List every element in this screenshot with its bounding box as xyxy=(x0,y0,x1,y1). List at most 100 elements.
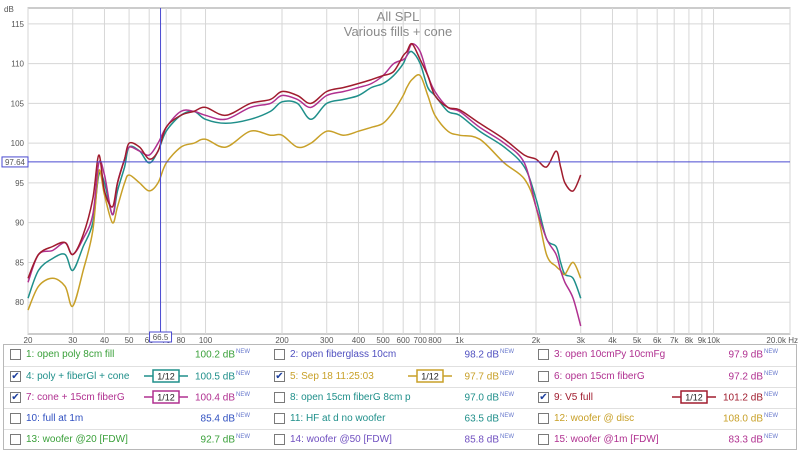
legend-value-text: 98.2 dB xyxy=(464,349,499,361)
legend-label: 5: Sep 18 11:25:03 xyxy=(290,371,374,382)
legend-label: 8: open 15cm fiberG 8cm p xyxy=(290,392,411,403)
legend-entry[interactable]: 11: HF at d no woofer 63.5 dBNEW xyxy=(268,409,532,429)
legend-entry[interactable]: 12: woofer @ disc 108.0 dBNEW xyxy=(532,409,796,429)
x-tick-label: 20 xyxy=(24,336,33,344)
legend-value: 85.4 dBNEW xyxy=(201,413,250,424)
legend-checkbox[interactable] xyxy=(538,371,549,382)
legend-entry[interactable]: 8: open 15cm fiberG 8cm p 97.0 dBNEW xyxy=(268,388,532,408)
series-line-3 xyxy=(27,42,582,327)
legend-label: 1: open poly 8cm fill xyxy=(26,349,115,360)
legend-row: 13: woofer @20 [FDW] 92.7 dB NEW 14: woofer… xyxy=(4,429,796,450)
legend-entry[interactable]: 2: open fiberglass 10cm 98.2 dBNEW xyxy=(268,345,532,365)
legend-value: 100.5 dBNEW xyxy=(195,371,250,382)
legend-value-new-tag: NEW xyxy=(500,349,514,355)
smoothing-label: 1/12 xyxy=(421,372,439,382)
y-tick-label: 95 xyxy=(15,179,24,188)
x-tick-label: 600 xyxy=(397,336,411,344)
legend-checkbox[interactable] xyxy=(274,392,285,403)
y-tick-label: 90 xyxy=(15,219,24,228)
legend-checkbox[interactable]: ✔ xyxy=(10,371,21,382)
legend-checkbox[interactable] xyxy=(10,349,21,360)
y-tick-labels: 80 85 90 95 100 105 110 115 xyxy=(11,20,25,307)
legend-row: 10: full at 1m 85.4 dBNEW 11: HF at d no w… xyxy=(4,408,796,429)
legend-entry[interactable]: 14: woofer @50 [FDW] 85.8 dBNEW xyxy=(268,430,532,450)
plot-background xyxy=(27,7,791,335)
cursor-x-readout-box xyxy=(149,331,173,343)
legend-checkbox[interactable]: ✔ xyxy=(538,392,549,403)
smoothing-badge[interactable]: 1/12 xyxy=(672,390,716,404)
x-tick-labels: 203040506070801002003004005006007008001k… xyxy=(24,336,798,344)
smoothing-badge[interactable]: 1/12 xyxy=(408,369,452,383)
legend-value-text: 92.7 dB xyxy=(200,434,235,446)
x-tick-label: 80 xyxy=(176,336,185,344)
smoothing-badge[interactable]: 1/12 xyxy=(144,390,188,404)
legend-value: 98.2 dBNEW xyxy=(465,349,514,360)
legend-label: 14: woofer @50 [FDW] xyxy=(290,434,392,445)
y-axis-label: dB xyxy=(4,5,14,14)
chart-subtitle: Various fills + cone xyxy=(344,24,453,39)
legend-value: 108.0 dBNEW xyxy=(723,413,778,424)
legend-value: 97.7 dBNEW xyxy=(465,371,514,382)
legend-entry[interactable]: 6: open 15cm fiberG 97.2 dBNEW xyxy=(532,367,796,387)
x-tick-label: 3k xyxy=(577,336,586,344)
legend-checkbox[interactable] xyxy=(538,434,549,445)
legend-entry[interactable]: 10: full at 1m 85.4 dBNEW xyxy=(4,409,268,429)
y-tick-label: 80 xyxy=(15,298,24,307)
legend-value: 97.9 dBNEW xyxy=(729,349,778,360)
legend-checkbox[interactable] xyxy=(10,413,21,424)
x-tick-label: 50 xyxy=(125,336,134,344)
x-tick-label: 200 xyxy=(275,336,289,344)
legend-checkbox[interactable]: ✔ xyxy=(10,392,21,403)
series-line-4 xyxy=(27,42,582,279)
smoothing-label: 1/12 xyxy=(157,372,175,382)
x-tick-label: 6k xyxy=(653,336,662,344)
legend-value-text: 85.8 dB xyxy=(464,434,499,446)
legend-checkbox[interactable] xyxy=(10,434,21,445)
legend-entry[interactable]: 13: woofer @20 [FDW] 92.7 dBNEW xyxy=(4,430,268,450)
legend-checkbox[interactable]: ✔ xyxy=(274,371,285,382)
legend-entry[interactable]: ✔ 5: Sep 18 11:25:03 1/12 97.7 dBNEW xyxy=(268,367,532,387)
legend-checkbox[interactable] xyxy=(538,349,549,360)
chart-title: All SPL xyxy=(377,9,420,24)
legend-entry[interactable]: 1: open poly 8cm fill 100.2 dBNEW xyxy=(4,345,268,365)
legend-label: 13: woofer @20 [FDW] xyxy=(26,434,128,445)
legend-value-text: 97.7 dB xyxy=(464,371,499,383)
x-tick-label: 8k xyxy=(685,336,694,344)
series-line-1 xyxy=(27,50,582,299)
smoothing-label: 1/12 xyxy=(157,393,175,403)
legend-entry[interactable]: ✔ 9: V5 full 1/12 101.2 dBNEW xyxy=(532,388,796,408)
x-tick-label: 1k xyxy=(455,336,464,344)
checkmark-icon: ✔ xyxy=(11,371,20,382)
y-tick-label: 100 xyxy=(11,139,25,148)
legend-checkbox[interactable] xyxy=(274,349,285,360)
legend-checkbox[interactable] xyxy=(274,413,285,424)
cursor-y-readout-box xyxy=(1,156,29,168)
legend-panel: 1: open poly 8cm fill 100.2 dBNEW 2: open … xyxy=(3,344,797,450)
legend-label: 12: woofer @ disc xyxy=(554,413,635,424)
grid xyxy=(27,8,791,334)
legend-value-new-tag: NEW xyxy=(500,413,514,419)
legend-entry[interactable]: ✔ 4: poly + fiberGl + cone 1/12 100.5 dBNEW xyxy=(4,367,268,387)
y-tick-label: 115 xyxy=(11,20,24,29)
legend-value: 100.4 dBNEW xyxy=(195,392,250,403)
legend-entry[interactable]: 3: open 10cmPy 10cmFg 97.9 dBNEW xyxy=(532,345,796,365)
x-tick-label: 5k xyxy=(633,336,642,344)
x-tick-label: 700 xyxy=(414,336,428,344)
legend-entry[interactable]: 15: woofer @1m [FDW] 83.3 dBNEW xyxy=(532,430,796,450)
legend-label: 10: full at 1m xyxy=(26,413,84,424)
y-tick-label: 110 xyxy=(11,60,24,69)
x-tick-label: 20.0k Hz xyxy=(766,336,798,344)
checkmark-icon: ✔ xyxy=(275,371,284,382)
legend-row: ✔ 4: poly + fiberGl + cone 1/12 100.5 dBNEW… xyxy=(4,366,796,387)
legend-label: 7: cone + 15cm fiberG xyxy=(26,392,125,403)
legend-checkbox[interactable] xyxy=(274,434,285,445)
checkmark-icon: ✔ xyxy=(11,392,20,403)
smoothing-badge[interactable]: 1/12 xyxy=(144,369,188,383)
x-tick-label: 4k xyxy=(608,336,617,344)
legend-label: 15: woofer @1m [FDW] xyxy=(554,434,659,445)
legend-entry[interactable]: ✔ 7: cone + 15cm fiberG 1/12 100.4 dBNEW xyxy=(4,388,268,408)
legend-value-new-tag: NEW xyxy=(764,434,778,440)
cursor[interactable]: 97.64 66.5 xyxy=(1,8,790,343)
legend-checkbox[interactable] xyxy=(538,413,549,424)
checkmark-icon: ✔ xyxy=(539,392,548,403)
